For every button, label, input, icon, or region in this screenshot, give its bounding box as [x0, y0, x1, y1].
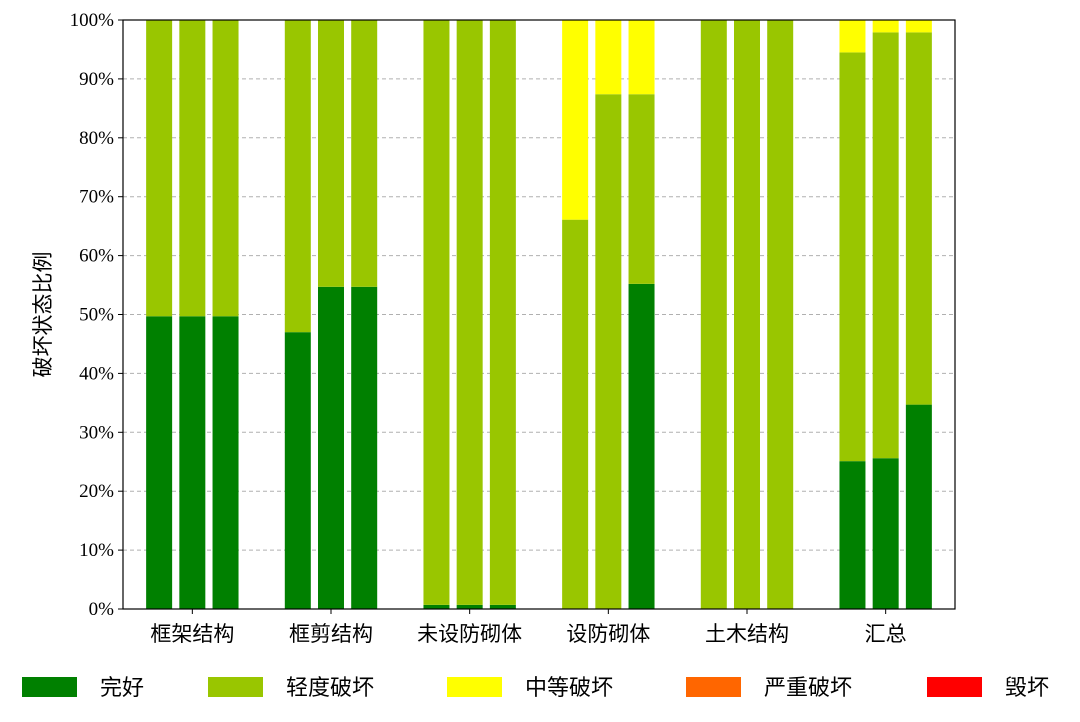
bar-segment — [734, 20, 760, 609]
y-tick-label: 80% — [79, 128, 114, 149]
legend-label: 中等破坏 — [525, 676, 613, 701]
bar-segment — [905, 20, 932, 33]
y-tick-label: 70% — [79, 187, 114, 208]
bar-segment — [872, 20, 899, 33]
bars — [146, 20, 932, 610]
grid-lines — [123, 78, 955, 551]
bar-segment — [489, 604, 516, 609]
bar-segment — [212, 316, 239, 609]
bar-segment — [146, 20, 173, 317]
bar-segment — [872, 32, 899, 459]
bar-segment — [839, 461, 866, 609]
bar-segment — [562, 219, 589, 609]
y-tick-label: 40% — [79, 363, 114, 384]
bar-segment — [146, 316, 173, 609]
bar-segment — [905, 404, 932, 609]
legend-swatch — [686, 677, 741, 697]
bar-segment — [489, 20, 516, 605]
bar-segment — [318, 20, 344, 287]
x-tick-label: 未设防砌体 — [417, 622, 522, 646]
y-axis: 0% 10% 20% 30% 40% 50% 60% 70% 80% 90% 100% — [70, 10, 123, 620]
x-tick-label: 框剪结构 — [289, 622, 373, 646]
x-tick-label: 汇总 — [865, 622, 907, 646]
legend-label: 完好 — [100, 676, 144, 701]
legend-label: 毁坏 — [1005, 676, 1049, 701]
legend-swatch — [447, 677, 502, 697]
y-tick-label: 10% — [79, 540, 114, 561]
bar-segment — [839, 52, 866, 462]
bar-segment — [179, 316, 206, 609]
bar-segment — [284, 20, 311, 333]
y-tick-label: 100% — [70, 10, 115, 31]
bar-segment — [423, 604, 450, 609]
y-tick-label: 0% — [89, 599, 115, 620]
bar-segment — [351, 20, 378, 287]
bar-segment — [872, 458, 899, 609]
bar-segment — [212, 20, 239, 317]
bar-segment — [423, 20, 450, 605]
bar-segment — [179, 20, 206, 317]
legend-label: 严重破坏 — [764, 676, 852, 701]
bar-segment — [595, 94, 622, 610]
x-tick-label: 土木结构 — [705, 622, 789, 646]
x-tick-label: 框架结构 — [150, 622, 234, 646]
y-tick-label: 20% — [79, 481, 114, 502]
legend-swatch — [208, 677, 263, 697]
bar-segment — [767, 20, 794, 609]
y-tick-label: 50% — [79, 305, 114, 326]
legend: 完好 轻度破坏 中等破坏 严重破坏 毁坏 — [22, 676, 1049, 701]
bar-segment — [628, 283, 655, 609]
y-axis-title: 破坏状态比例 — [31, 252, 55, 378]
bar-segment — [284, 332, 311, 609]
bar-segment — [628, 94, 655, 284]
bar-segment — [456, 20, 483, 605]
x-tick-label: 设防砌体 — [566, 622, 650, 646]
bar-segment — [905, 32, 932, 405]
bar-segment — [351, 286, 378, 609]
bar-segment — [700, 20, 727, 609]
bar-segment — [456, 604, 483, 609]
x-axis: 框架结构 框剪结构 未设防砌体 设防砌体 土木结构 汇总 — [150, 609, 907, 646]
y-tick-label: 90% — [79, 69, 114, 90]
bar-segment — [595, 20, 622, 95]
y-tick-label: 30% — [79, 422, 114, 443]
y-tick-label: 60% — [79, 246, 114, 267]
legend-label: 轻度破坏 — [286, 676, 374, 701]
bar-segment — [318, 286, 344, 609]
bar-segment — [562, 20, 589, 220]
bar-segment — [628, 20, 655, 95]
legend-swatch — [927, 677, 982, 697]
legend-swatch — [22, 677, 77, 697]
bar-segment — [839, 20, 866, 53]
